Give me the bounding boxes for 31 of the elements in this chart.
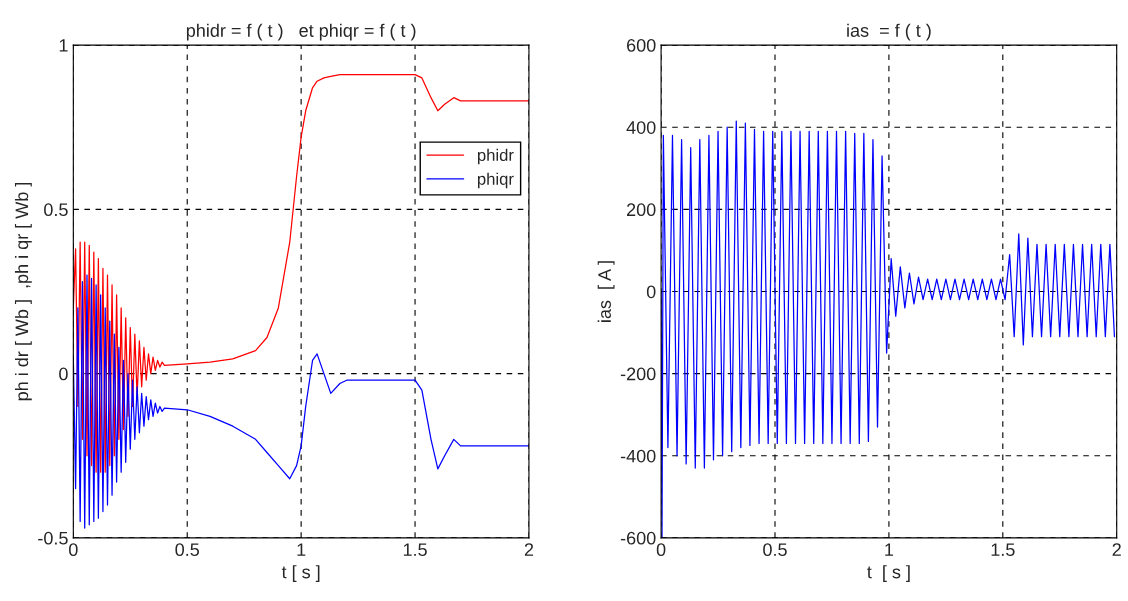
x-axis-title: t [ s ]: [867, 565, 910, 582]
y-tick-label: 1: [59, 39, 68, 52]
x-tick-label: 0.5: [175, 543, 200, 557]
y-tick-label: 0: [646, 285, 656, 299]
chart-title: phidr = f ( t ) et phiqr = f ( t ): [186, 23, 416, 41]
x-tick-label: 0: [69, 543, 78, 557]
x-tick-label: 1: [885, 543, 894, 556]
y-tick-label: -600: [620, 531, 656, 545]
x-tick-label: 2: [524, 543, 534, 556]
chart-title: ias = f ( t ): [847, 23, 931, 41]
y-tick-label: -200: [620, 367, 656, 381]
line-series: [73, 274, 529, 529]
y-tick-label: -400: [620, 449, 656, 463]
x-tick-label: 0: [656, 543, 666, 557]
x-tick-label: 0.5: [763, 543, 787, 557]
legend-label: phiqr: [477, 172, 514, 189]
y-tick-label: 600: [627, 39, 656, 52]
x-tick-label: 2: [1112, 543, 1121, 556]
y-tick-label: 0.5: [44, 203, 68, 217]
y-axis-title: ias [ A ]: [597, 261, 615, 322]
line-series: [73, 74, 529, 473]
legend-label: phidr: [477, 148, 514, 165]
y-tick-label: -0.5: [38, 531, 68, 545]
x-tick-label: 1: [297, 543, 306, 556]
x-axis-title: t [ s ]: [281, 565, 320, 582]
y-tick-label: 400: [626, 121, 656, 134]
x-tick-label: 1.5: [991, 543, 1015, 557]
y-axis-title: ph i dr [ Wb ] ,ph i qr [ Wb ]: [14, 182, 32, 401]
y-tick-label: 200: [627, 203, 656, 217]
y-tick-label: 0: [59, 367, 68, 381]
x-tick-label: 1.5: [403, 543, 427, 557]
